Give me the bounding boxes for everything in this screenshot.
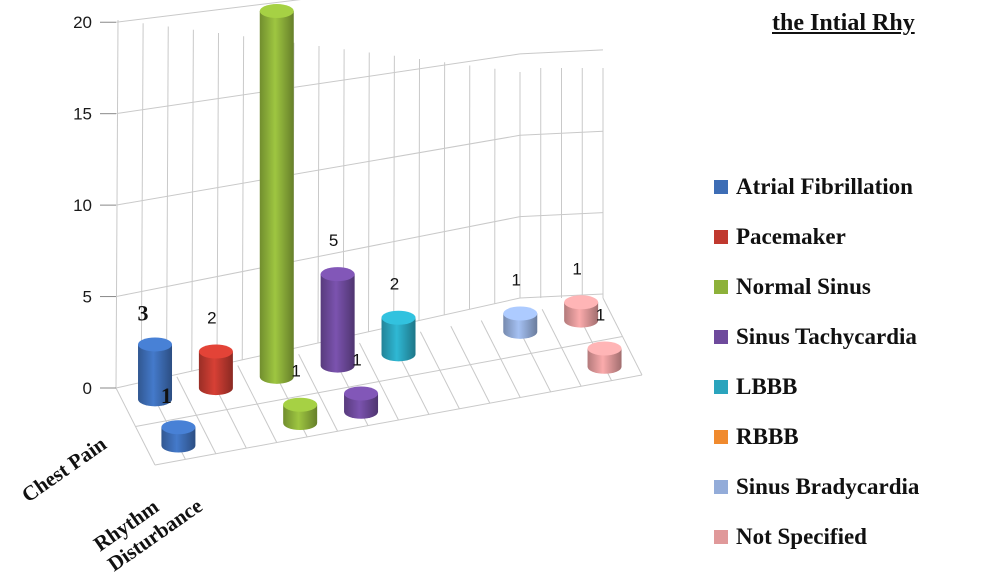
bar-not-specified-rhythm-disturbance <box>587 341 622 374</box>
legend-swatch <box>714 480 728 494</box>
legend-item-normal-sinus: Normal Sinus <box>714 262 919 312</box>
y-tick-label: 10 <box>73 196 92 215</box>
bar-atrial-fibrillation-chest-pain <box>138 337 173 407</box>
gridline-back <box>115 0 301 23</box>
legend-swatch <box>714 330 728 344</box>
gridline-side <box>519 49 604 55</box>
bar-top <box>283 397 318 412</box>
bar-body <box>198 351 233 396</box>
data-label: 1 <box>291 362 300 381</box>
gridline-vertical <box>191 29 194 372</box>
bar-top <box>587 341 622 356</box>
y-tick-label: 5 <box>83 288 92 307</box>
chart-title: the Intial Rhy <box>772 10 915 36</box>
legend-item-sinus-tachycardia: Sinus Tachycardia <box>714 312 919 362</box>
legend-swatch <box>714 280 728 294</box>
bar-top <box>259 4 294 19</box>
y-tick-label: 0 <box>83 379 92 398</box>
y-axis-ticks: 0 5 10 15 20 <box>73 13 116 398</box>
data-label: 2 <box>390 275 399 294</box>
legend-label: Pacemaker <box>736 224 846 249</box>
gridline-vertical <box>393 55 395 327</box>
bar-normal-sinus-chest-pain <box>259 4 294 384</box>
bar-body <box>283 404 318 431</box>
bar-body <box>161 427 196 453</box>
legend-swatch <box>714 530 728 544</box>
chart-grid <box>115 0 643 466</box>
bar-atrial-fibrillation-rhythm-disturbance <box>161 420 196 453</box>
legend-label: Not Specified <box>736 524 867 549</box>
data-label: 1 <box>161 383 172 408</box>
bar-top <box>564 295 599 310</box>
y-tick-label: 15 <box>73 105 92 124</box>
gridline-vertical <box>216 32 219 366</box>
legend-label: Sinus Tachycardia <box>736 324 917 349</box>
legend-label: RBBB <box>736 424 799 449</box>
bar-body <box>320 274 355 373</box>
legend-label: LBBB <box>736 374 798 399</box>
bar-top <box>503 306 538 321</box>
bar-body <box>381 317 416 362</box>
data-label: 1 <box>572 259 581 278</box>
data-label: 2 <box>207 308 216 327</box>
bar-body <box>587 348 622 374</box>
gridline-vertical <box>241 36 245 360</box>
bar-not-specified-chest-pain <box>564 295 599 328</box>
data-label: 1 <box>352 350 361 369</box>
bar-body <box>259 11 294 384</box>
gridline-vertical <box>317 45 320 344</box>
data-label: 5 <box>329 231 338 250</box>
category-label: Chest Pain <box>17 431 111 507</box>
legend-item-lbbb: LBBB <box>714 362 919 412</box>
legend-label: Atrial Fibrillation <box>736 174 913 199</box>
legend-item-atrial-fibrillation: Atrial Fibrillation <box>714 162 919 212</box>
data-label: 1 <box>596 305 605 324</box>
chart-bars <box>138 4 622 453</box>
bar-sinus-tachycardia-chest-pain <box>320 267 355 373</box>
legend-item-pacemaker: Pacemaker <box>714 212 919 262</box>
data-labels: 112520231111 <box>138 231 606 408</box>
gridline-back <box>115 134 521 206</box>
bar-lbbb-chest-pain <box>381 310 416 362</box>
bar-top <box>344 386 379 401</box>
gridline-vertical <box>115 19 119 389</box>
bar-normal-sinus-rhythm-disturbance <box>283 397 318 431</box>
data-label: 1 <box>512 271 521 290</box>
bar-body <box>503 313 538 339</box>
legend-label: Sinus Bradycardia <box>736 474 920 499</box>
y-tick-label: 20 <box>73 13 92 32</box>
bar-body <box>344 393 379 419</box>
gridline-floor-depth <box>154 374 643 466</box>
bar-sinus-tachycardia-rhythm-disturbance <box>344 386 379 419</box>
legend-item-sinus-bradycardia: Sinus Bradycardia <box>714 462 919 512</box>
legend-swatch <box>714 230 728 244</box>
legend-item-rbbb: RBBB <box>714 412 919 462</box>
bar-top <box>320 267 355 282</box>
bar-pacemaker-chest-pain <box>198 344 233 396</box>
bar-top <box>381 310 416 325</box>
bar-body <box>138 344 173 407</box>
legend-swatch <box>714 380 728 394</box>
gridline-floor-depth <box>135 336 623 427</box>
chart-legend: Atrial Fibrillation Pacemaker Normal Sinus… <box>714 162 919 562</box>
legend-item-not-specified: Not Specified <box>714 512 919 562</box>
gridline-back <box>115 53 521 115</box>
gridline-vertical <box>368 52 370 332</box>
legend-swatch <box>714 180 728 194</box>
bar-body <box>564 302 599 328</box>
bar-top <box>198 344 233 359</box>
legend-label: Normal Sinus <box>736 274 871 299</box>
gridline-vertical <box>418 58 420 321</box>
gridline-vertical <box>140 23 144 383</box>
gridline-vertical <box>166 26 169 377</box>
bar-top <box>161 420 196 435</box>
bar-sinus-bradycardia-chest-pain <box>503 306 538 339</box>
data-label: 3 <box>138 300 149 325</box>
legend-swatch <box>714 430 728 444</box>
bar-top <box>138 337 173 352</box>
